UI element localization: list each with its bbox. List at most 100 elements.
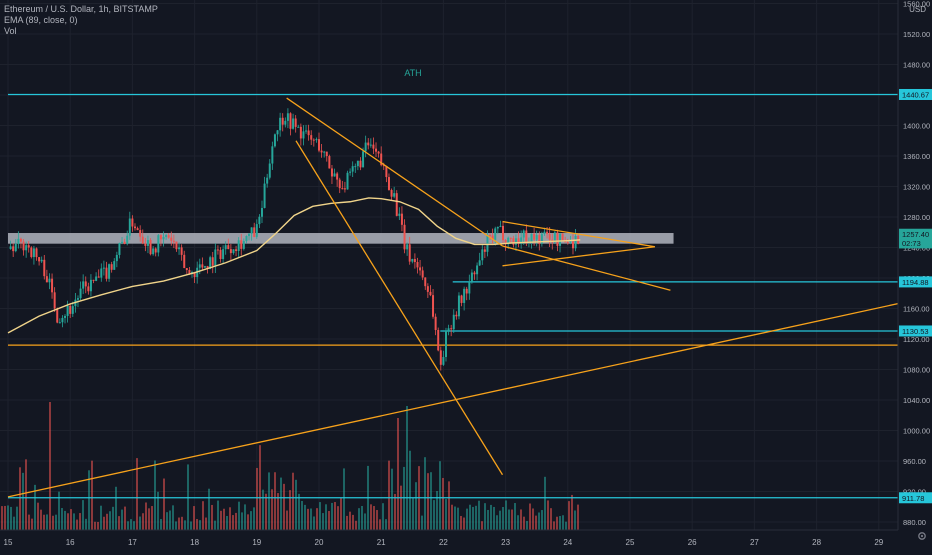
volume-bar	[553, 521, 555, 530]
candle-body	[395, 193, 398, 216]
candle-body	[434, 316, 437, 330]
volume-bar	[139, 516, 141, 530]
candle-body	[520, 237, 523, 244]
volume-bar	[304, 504, 306, 530]
volume-bar	[442, 477, 444, 530]
volume-bar	[169, 510, 171, 530]
volume-bar	[463, 517, 465, 530]
volume-bar	[112, 506, 114, 530]
volume-bar	[307, 508, 309, 530]
volume-bar	[511, 509, 513, 530]
candle-body	[154, 248, 157, 253]
volume-bar	[274, 472, 276, 530]
volume-bar	[10, 506, 12, 530]
ema-legend[interactable]: EMA (89, close, 0)	[4, 15, 78, 25]
volume-bar	[61, 508, 63, 530]
candle-body	[40, 259, 43, 262]
volume-bar	[298, 493, 300, 530]
candle-body	[546, 231, 549, 234]
candle-body	[297, 126, 300, 128]
candle-body	[175, 241, 178, 250]
volume-bar	[352, 514, 354, 530]
candle-body	[457, 295, 460, 317]
volume-bar	[526, 520, 528, 530]
candle-body	[97, 276, 100, 278]
volume-bar	[133, 521, 135, 530]
volume-bar	[412, 497, 414, 530]
candle-body	[502, 225, 505, 241]
candle-body	[328, 156, 331, 169]
candle-body	[533, 233, 536, 240]
candle-body	[403, 224, 406, 250]
volume-bar	[124, 506, 126, 530]
volume-bar	[448, 481, 450, 530]
candle-body	[411, 259, 414, 262]
volume-bar	[19, 467, 21, 530]
candle-body	[566, 242, 569, 244]
volume-bar	[136, 458, 138, 530]
candle-body	[51, 278, 54, 293]
volume-bar	[301, 500, 303, 530]
volume-bar	[64, 510, 66, 530]
candle-body	[25, 245, 28, 251]
candle-body	[571, 241, 574, 249]
volume-bar	[4, 505, 6, 530]
candle-body	[375, 148, 378, 152]
volume-bar	[358, 508, 360, 530]
candle-body	[276, 130, 279, 135]
candle-body	[245, 236, 248, 242]
volume-bar	[313, 516, 315, 530]
candle-body	[330, 168, 333, 177]
candle-body	[483, 249, 486, 252]
volume-bar	[520, 509, 522, 530]
price-label-box	[899, 492, 932, 504]
y-tick-label: 920.00	[903, 488, 926, 497]
volume-bar	[97, 521, 99, 530]
candle-body	[323, 151, 326, 153]
candle-body	[450, 328, 453, 330]
volume-bar	[508, 509, 510, 530]
candle-body	[165, 235, 168, 237]
x-tick-label: 15	[4, 538, 13, 547]
candle-body	[413, 259, 416, 263]
candle-body	[393, 193, 396, 197]
volume-bar	[385, 519, 387, 530]
x-tick-label: 19	[252, 538, 261, 547]
candle-body	[473, 272, 476, 275]
candle-body	[318, 139, 320, 151]
volume-bar	[433, 500, 435, 530]
candle-body	[286, 113, 289, 121]
volume-bar	[514, 503, 516, 530]
volume-bar	[319, 502, 321, 530]
volume-legend[interactable]: Vol	[4, 26, 17, 36]
candle-body	[69, 305, 72, 314]
candle-body	[514, 238, 517, 245]
volume-bar	[205, 517, 207, 530]
volume-bar	[34, 484, 36, 530]
candle-body	[271, 146, 274, 164]
candle-body	[294, 118, 297, 127]
volume-bar	[94, 521, 96, 530]
candle-body	[325, 151, 328, 157]
candle-body	[525, 230, 528, 244]
volume-bar	[82, 500, 84, 530]
candle-body	[136, 228, 139, 231]
gear-icon[interactable]	[916, 530, 928, 542]
candle-body	[432, 295, 435, 317]
volume-bar	[196, 519, 198, 530]
candle-body	[255, 224, 258, 237]
symbol-legend[interactable]: Ethereum / U.S. Dollar, 1h, BITSTAMP	[4, 4, 158, 14]
candle-body	[209, 257, 212, 270]
candle-body	[123, 241, 126, 244]
volume-bar	[517, 515, 519, 530]
candle-body	[499, 225, 502, 227]
candle-body	[460, 295, 463, 303]
price-label-text: 1257.40	[902, 230, 929, 239]
volume-bar	[397, 418, 399, 530]
volume-bar	[235, 512, 237, 530]
currency-label[interactable]: USD	[909, 5, 926, 14]
volume-bar	[484, 503, 486, 530]
